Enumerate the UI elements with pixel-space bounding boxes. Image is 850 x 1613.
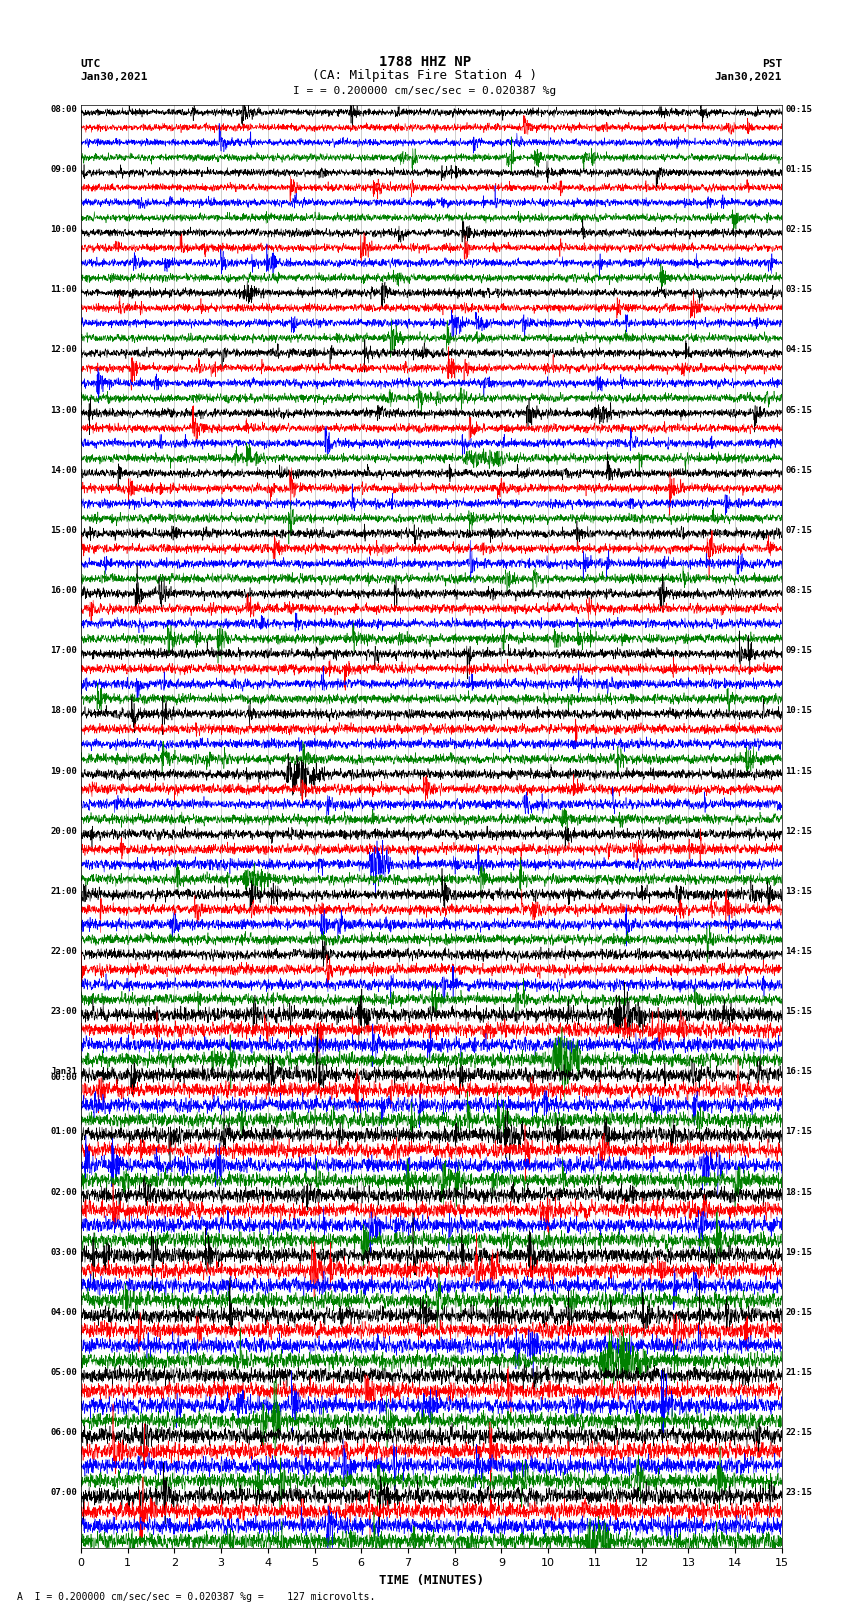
- Text: 15:15: 15:15: [785, 1007, 813, 1016]
- Text: 13:15: 13:15: [785, 887, 813, 895]
- Text: 01:15: 01:15: [785, 165, 813, 174]
- Text: 04:00: 04:00: [50, 1308, 77, 1316]
- Text: 21:15: 21:15: [785, 1368, 813, 1378]
- Text: 20:15: 20:15: [785, 1308, 813, 1316]
- Text: 07:15: 07:15: [785, 526, 813, 536]
- Text: Jan31: Jan31: [50, 1068, 77, 1076]
- Text: 14:15: 14:15: [785, 947, 813, 957]
- Text: 15:00: 15:00: [50, 526, 77, 536]
- Text: 17:15: 17:15: [785, 1127, 813, 1137]
- Text: 18:00: 18:00: [50, 706, 77, 715]
- Text: Jan30,2021: Jan30,2021: [81, 73, 148, 82]
- Text: 17:00: 17:00: [50, 647, 77, 655]
- Text: 12:00: 12:00: [50, 345, 77, 355]
- Text: 14:00: 14:00: [50, 466, 77, 474]
- Text: 01:00: 01:00: [50, 1127, 77, 1137]
- Text: 07:00: 07:00: [50, 1489, 77, 1497]
- Text: 23:00: 23:00: [50, 1007, 77, 1016]
- X-axis label: TIME (MINUTES): TIME (MINUTES): [379, 1574, 484, 1587]
- Text: 06:00: 06:00: [50, 1428, 77, 1437]
- Text: 19:15: 19:15: [785, 1248, 813, 1257]
- Text: 10:00: 10:00: [50, 226, 77, 234]
- Text: 16:15: 16:15: [785, 1068, 813, 1076]
- Text: 11:15: 11:15: [785, 766, 813, 776]
- Text: 00:15: 00:15: [785, 105, 813, 115]
- Text: 13:00: 13:00: [50, 405, 77, 415]
- Text: 05:00: 05:00: [50, 1368, 77, 1378]
- Text: 03:15: 03:15: [785, 286, 813, 294]
- Text: 21:00: 21:00: [50, 887, 77, 895]
- Text: 08:15: 08:15: [785, 586, 813, 595]
- Text: 1788 HHZ NP: 1788 HHZ NP: [379, 55, 471, 69]
- Text: (CA: Milpitas Fire Station 4 ): (CA: Milpitas Fire Station 4 ): [313, 69, 537, 82]
- Text: 05:15: 05:15: [785, 405, 813, 415]
- Text: 09:00: 09:00: [50, 165, 77, 174]
- Text: 03:00: 03:00: [50, 1248, 77, 1257]
- Text: 11:00: 11:00: [50, 286, 77, 294]
- Text: 22:15: 22:15: [785, 1428, 813, 1437]
- Text: I = = 0.200000 cm/sec/sec = 0.020387 %g: I = = 0.200000 cm/sec/sec = 0.020387 %g: [293, 85, 557, 97]
- Text: 02:15: 02:15: [785, 226, 813, 234]
- Text: 10:15: 10:15: [785, 706, 813, 715]
- Text: UTC: UTC: [81, 58, 101, 69]
- Text: 04:15: 04:15: [785, 345, 813, 355]
- Text: 19:00: 19:00: [50, 766, 77, 776]
- Text: 12:15: 12:15: [785, 826, 813, 836]
- Text: 22:00: 22:00: [50, 947, 77, 957]
- Text: 16:00: 16:00: [50, 586, 77, 595]
- Text: 18:15: 18:15: [785, 1187, 813, 1197]
- Text: Jan30,2021: Jan30,2021: [715, 73, 782, 82]
- Text: 02:00: 02:00: [50, 1187, 77, 1197]
- Text: PST: PST: [762, 58, 782, 69]
- Text: 00:00: 00:00: [50, 1073, 77, 1082]
- Text: 06:15: 06:15: [785, 466, 813, 474]
- Text: 08:00: 08:00: [50, 105, 77, 115]
- Text: 09:15: 09:15: [785, 647, 813, 655]
- Text: 23:15: 23:15: [785, 1489, 813, 1497]
- Text: 20:00: 20:00: [50, 826, 77, 836]
- Text: A  I = 0.200000 cm/sec/sec = 0.020387 %g =    127 microvolts.: A I = 0.200000 cm/sec/sec = 0.020387 %g …: [17, 1592, 376, 1602]
